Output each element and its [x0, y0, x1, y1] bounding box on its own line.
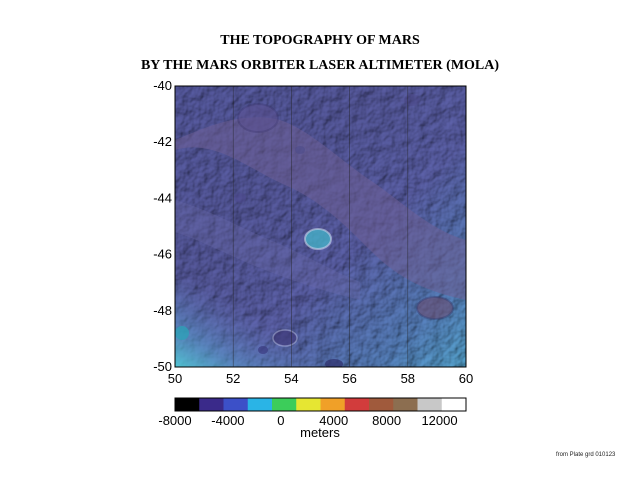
colorbar-tick-label: 4000 [319, 413, 348, 428]
colorbar-label: meters [300, 425, 340, 440]
colorbar-tick-label: -8000 [158, 413, 191, 428]
latitude-axis: -40 -42 -44 -46 -48 -50 [153, 78, 172, 374]
longitude-tick-label: 54 [284, 371, 298, 386]
colorbar-swatch [417, 398, 443, 411]
colorbar-swatch [441, 398, 467, 411]
colorbar-swatch [320, 398, 346, 411]
colorbar-swatch [247, 398, 273, 411]
latitude-tick-label: -44 [153, 190, 172, 205]
colorbar-swatch [344, 398, 370, 411]
latitude-tick-label: -46 [153, 247, 172, 262]
longitude-tick-label: 60 [459, 371, 473, 386]
source-footnote: from Plate grd 010123 [556, 452, 616, 458]
elevation-colorbar: -8000 -4000 0 4000 8000 12000 meters [158, 397, 467, 440]
latitude-tick-label: -50 [153, 359, 172, 374]
craters [175, 94, 454, 367]
longitude-axis: 50 52 54 56 58 60 [168, 371, 473, 386]
colorbar-swatches [175, 398, 467, 411]
map-area [175, 86, 466, 367]
map-title-line-2: BY THE MARS ORBITER LASER ALTIMETER (MOL… [140, 58, 500, 73]
colorbar-swatch [272, 398, 297, 411]
colorbar-swatch [296, 398, 321, 411]
colorbar-swatch [199, 398, 224, 411]
longitude-tick-label: 50 [168, 371, 182, 386]
colorbar-swatch [393, 398, 418, 411]
latitude-tick-label: -40 [153, 78, 172, 93]
map-frame [174, 85, 467, 368]
longitude-tick-label: 58 [401, 371, 415, 386]
colorbar-swatch [369, 398, 394, 411]
colorbar-frame [174, 397, 467, 412]
latitude-tick-label: -48 [153, 303, 172, 318]
map-gridlines [232, 86, 409, 367]
colorbar-tick-label: 12000 [421, 413, 457, 428]
colorbar-tick-label: 0 [277, 413, 284, 428]
colorbar-swatch [223, 398, 249, 411]
colorbar-tick-label: 8000 [372, 413, 401, 428]
longitude-tick-label: 56 [342, 371, 356, 386]
colorbar-swatch [175, 398, 200, 411]
latitude-tick-label: -42 [153, 134, 172, 149]
colorbar-tick-label: -4000 [211, 413, 244, 428]
longitude-tick-label: 52 [226, 371, 240, 386]
colorbar-tick-labels: -8000 -4000 0 4000 8000 12000 [158, 413, 457, 428]
map-title-line-1: THE TOPOGRAPHY OF MARS [220, 33, 420, 48]
